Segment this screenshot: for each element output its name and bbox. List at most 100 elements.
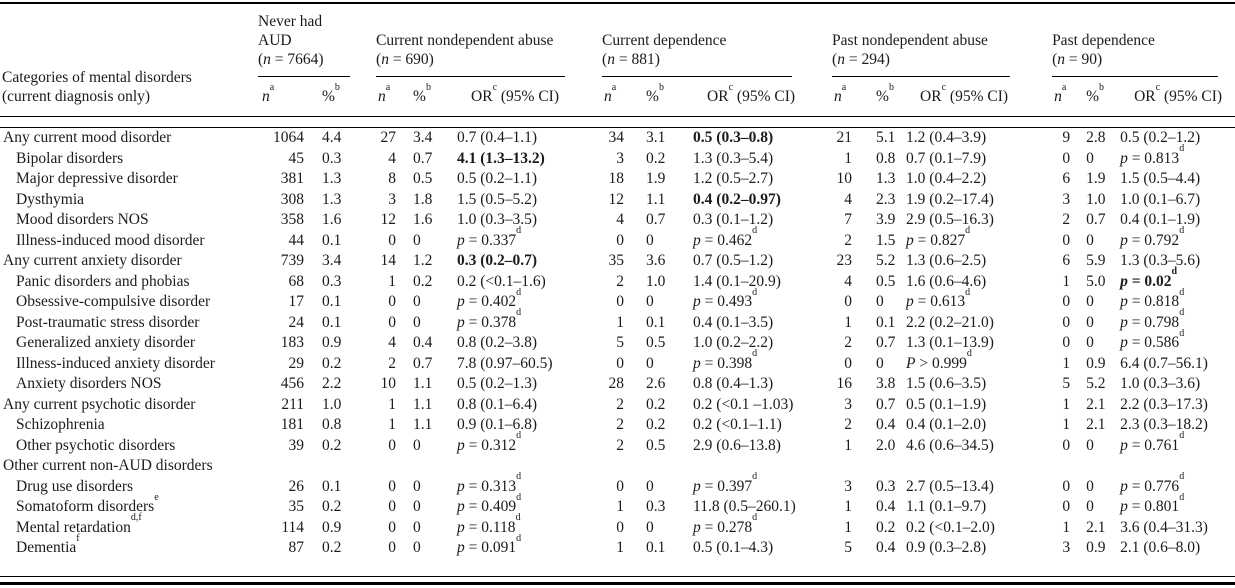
row-label: Mood disorders NOS (16, 211, 149, 228)
cell-pct: 0 (646, 354, 654, 372)
table-row: Mental retardationd,f 114 0.9 0 0 p = 0.118d 0… (0, 513, 1235, 539)
cell-pct: 1.1 (646, 190, 666, 208)
column-group-n: (n = 690) (376, 51, 434, 68)
column-group-title: Never had AUD (n = 7664) (258, 12, 376, 76)
cell-n: 1064 (273, 129, 304, 146)
cell-n: 0 (1062, 293, 1071, 310)
cell-n: 35 (288, 498, 305, 515)
cell-pct: 0.8 (876, 149, 896, 167)
cell-or: 0.8 (0.4–1.3) (693, 375, 774, 392)
cell-n: 68 (288, 272, 305, 290)
cell-pct: 0.1 (646, 313, 666, 331)
cell-or: 1.3 (0.1–13.9) (906, 334, 994, 351)
cell-pct: 1.1 (413, 375, 433, 392)
cell-or: p = 0.313d (457, 471, 522, 495)
cell-n: 4 (616, 211, 625, 228)
cell-or: 0.3 (0.2–0.7) (457, 252, 538, 269)
cell-pct: 0 (1086, 149, 1094, 167)
cell-n: 1 (844, 498, 853, 515)
table-row: Illness-induced mood disorder 44 0.1 0 0 p = … (0, 226, 1235, 252)
cell-or: 0.5 (0.2–1.2) (1120, 129, 1201, 146)
cell-or: 0.9 (0.1–6.8) (457, 416, 538, 433)
row-label: Post-traumatic stress disorder (16, 313, 200, 331)
cell-n: 10 (380, 375, 397, 392)
cell-n: 0 (388, 231, 397, 249)
cell-or: 2.7 (0.5–13.4) (906, 477, 994, 495)
cell-n: 0 (1062, 231, 1071, 249)
row-label: Panic disorders and phobias (16, 272, 190, 290)
cell-or: 2.9 (0.6–13.8) (693, 436, 781, 454)
cell-pct: 2.0 (876, 436, 896, 454)
cell-n: 2 (844, 334, 853, 351)
cell-n (602, 456, 628, 477)
cell-pct: 0.1 (322, 231, 342, 249)
table-row: Post-traumatic stress disorder 24 0.1 0 0 p =… (0, 308, 1235, 334)
column-subheader-pct: %b (1086, 81, 1104, 105)
cell-n: 2 (844, 231, 853, 249)
cell-n: 308 (280, 190, 304, 208)
cell-pct: 2.3 (876, 190, 896, 208)
cell-n: 1 (1062, 395, 1071, 413)
cell-or: 1.2 (0.4–3.9) (906, 129, 987, 146)
cell-pct: 4.4 (322, 129, 342, 146)
cell-or: 1.0 (0.2–2.2) (693, 334, 774, 351)
column-group-n: (n = 881) (602, 51, 660, 68)
cell-or: 0.7 (0.1–7.9) (906, 149, 987, 167)
cell-pct: 0.7 (413, 149, 433, 167)
cell-pct: 3.4 (322, 252, 342, 269)
cell-or: p = 0.801d (1120, 491, 1185, 515)
cell-n: 2 (616, 395, 625, 413)
column-subheader-n: na (1054, 81, 1067, 105)
column-group-spanner-rule (832, 76, 1011, 77)
stub-header: Categories of mental disorders (current … (0, 3, 258, 116)
cell-pct: 2.2 (322, 375, 342, 392)
cell-pct: 0.9 (1086, 354, 1106, 372)
cell-pct: 0 (413, 498, 421, 515)
column-group-header-row: Categories of mental disorders (current … (0, 3, 1235, 105)
cell-n: 3 (616, 149, 625, 167)
row-label: Somatoform disorderse (16, 491, 159, 515)
cell-pct: 1.5 (876, 231, 896, 249)
cell-n: 28 (608, 375, 625, 392)
cell-n: 26 (288, 477, 305, 495)
cell-pct (1076, 456, 1120, 477)
row-label: Generalized anxiety disorder (16, 334, 196, 351)
cell-or (688, 456, 832, 477)
cell-or: 4.6 (0.6–34.5) (906, 436, 994, 454)
cell-pct: 1.9 (1086, 170, 1106, 187)
double-rule (0, 116, 1235, 128)
cell-pct: 3.6 (646, 252, 666, 269)
cell-n: 5 (844, 539, 853, 556)
cell-n: 3 (1062, 539, 1071, 556)
cell-or: 1.3 (0.3–5.4) (693, 149, 774, 167)
cell-n: 0 (616, 518, 625, 536)
cell-n: 5 (1062, 375, 1071, 392)
cell-n: 9 (1062, 129, 1071, 146)
cell-n: 27 (380, 129, 397, 146)
cell-pct: 5.2 (876, 252, 896, 269)
cell-n: 1 (616, 498, 625, 515)
column-subheader-or: ORc (95% CI) (920, 81, 1009, 105)
cell-pct: 0.2 (646, 416, 666, 433)
cell-pct: 0.3 (322, 272, 342, 290)
cell-or: 1.0 (0.3–3.5) (457, 211, 538, 228)
cell-pct: 1.0 (646, 272, 666, 290)
column-group-header: Past dependence (n = 90) (1052, 3, 1235, 77)
row-label: Obsessive-compulsive disorder (16, 293, 211, 310)
cell-pct: 0.9 (322, 334, 342, 351)
row-label: Drug use disorders (16, 477, 134, 495)
column-group-n: (n = 7664) (258, 51, 324, 68)
cell-n (1052, 456, 1076, 477)
cell-pct: 0 (646, 477, 654, 495)
table-footer (0, 559, 1235, 584)
cell-n: 0 (844, 354, 853, 372)
column-group-spanner-rule (1052, 76, 1219, 77)
cell-or: 6.4 (0.7–56.1) (1120, 354, 1208, 372)
cell-or: p = 0.776d (1120, 471, 1185, 495)
cell-pct: 2.8 (1086, 129, 1106, 146)
cell-or: 11.8 (0.5–260.1) (693, 498, 796, 515)
cell-n: 2 (1062, 211, 1071, 228)
cell-pct: 0.3 (646, 498, 666, 515)
cell-or: 1.5 (0.6–3.5) (906, 375, 987, 392)
column-subheader-pct: %b (413, 81, 431, 105)
